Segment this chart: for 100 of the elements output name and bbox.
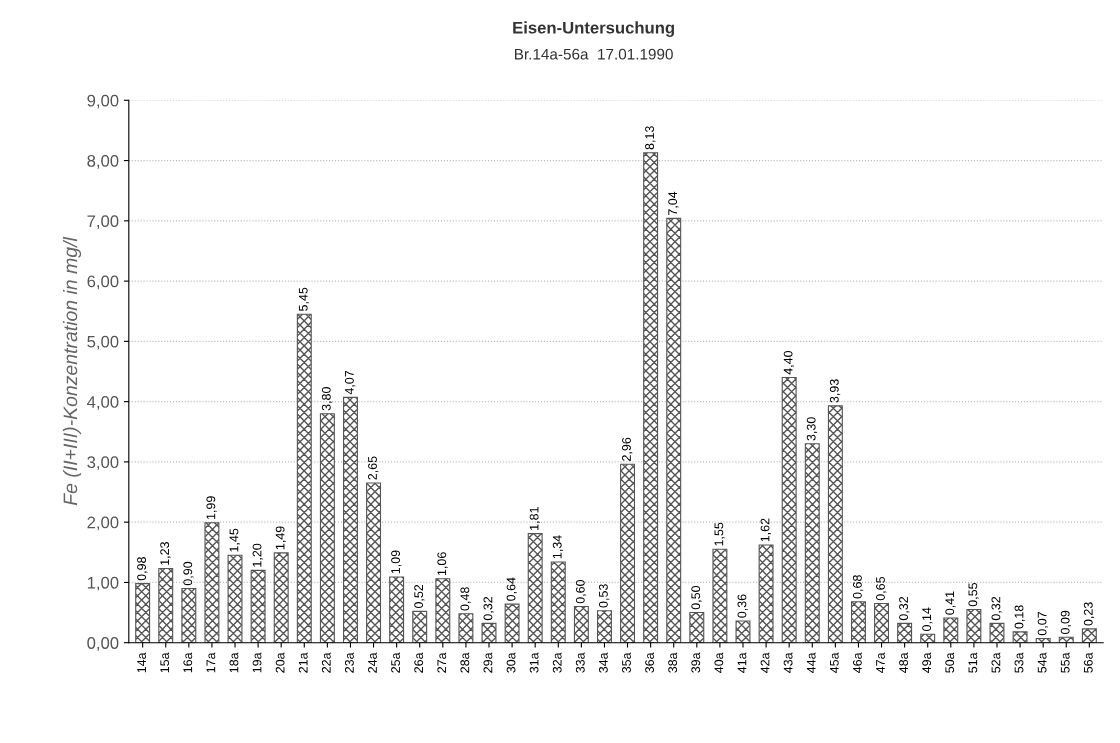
bar [897, 622, 913, 643]
bar [435, 578, 451, 643]
bar [712, 548, 728, 643]
data-label: 0,41 [945, 591, 956, 615]
x-tick-label: 25a [391, 652, 400, 673]
bar [181, 587, 197, 643]
x-tick-label: 22a [321, 652, 331, 673]
x-tick-label: 54a [1037, 652, 1047, 673]
x-tick-label: 23a [344, 652, 354, 673]
bar [250, 569, 266, 643]
bar [643, 152, 659, 643]
x-tick-label: 50a [945, 652, 955, 673]
data-label: 4,07 [344, 370, 356, 395]
data-label: 1,55 [714, 522, 725, 546]
bar [989, 622, 1005, 643]
x-tick-label: 40a [714, 652, 724, 673]
data-label: 0,52 [414, 584, 425, 609]
data-label: 0,07 [1037, 612, 1048, 636]
data-label: 0,50 [691, 585, 702, 610]
y-tick-label: 3,00 [87, 456, 119, 471]
x-tick-label: 34a [598, 652, 608, 673]
bar [966, 608, 982, 643]
x-tick-label: 42a [760, 652, 770, 673]
bar [1012, 631, 1028, 643]
data-label: 0,09 [1060, 610, 1072, 635]
x-tick-label: 33a [575, 652, 585, 673]
data-label: 0,36 [737, 594, 748, 618]
data-label: 5,45 [298, 287, 310, 311]
x-tick-label: 21a [298, 652, 308, 673]
data-label: 3,30 [806, 417, 818, 441]
data-label: 7,04 [668, 191, 679, 216]
data-label: 0,23 [1083, 602, 1095, 626]
bar [412, 610, 428, 643]
data-label: 0,64 [506, 577, 517, 601]
y-tick-label: 5,00 [87, 335, 119, 350]
bar [596, 610, 612, 643]
bar [527, 533, 543, 643]
x-tick-label: 47a [876, 652, 885, 673]
x-tick-label: 55a [1060, 652, 1070, 673]
x-tick-label: 24a [368, 652, 377, 673]
y-tick-label: 6,00 [87, 275, 119, 290]
bar [1081, 628, 1097, 643]
bar [135, 583, 151, 643]
data-label: 1,62 [760, 518, 771, 542]
bar [920, 633, 936, 643]
x-tick-label: 20a [275, 652, 285, 673]
x-tick-label: 46a [852, 652, 862, 673]
x-tick-label: 18a [229, 652, 239, 673]
bar [481, 622, 497, 643]
bar [781, 376, 797, 643]
x-tick-label: 30a [506, 652, 516, 673]
x-tick-label: 35a [622, 652, 631, 673]
y-axis-title: Fe (II+III)-Konzentration in mg/l [62, 236, 82, 506]
bar [827, 405, 843, 643]
data-label: 0,60 [575, 579, 587, 604]
bar [319, 413, 335, 643]
bar [158, 568, 174, 643]
x-tick-label: 52a [991, 652, 1001, 673]
x-tick-label: 19a [252, 652, 262, 673]
bar [504, 603, 520, 643]
bar [758, 544, 774, 643]
data-label: 1,81 [529, 507, 541, 530]
data-label: 3,93 [829, 379, 841, 403]
data-label: 2,96 [622, 437, 633, 461]
x-tick-label: 32a [552, 652, 562, 673]
chart-subtitle: Br.14a-56a 17.01.1990 [515, 48, 673, 60]
y-tick-label: 1,00 [87, 576, 119, 591]
chart-title: Eisen-Untersuchung [513, 21, 674, 37]
data-label: 0,98 [137, 557, 148, 581]
x-tick-label: 56a [1083, 652, 1093, 673]
data-label: 1,09 [391, 550, 402, 574]
x-tick-label: 26a [414, 652, 424, 673]
data-label: 0,53 [598, 584, 610, 608]
data-label: 1,20 [252, 543, 263, 567]
data-label: 0,32 [483, 596, 494, 621]
bar [204, 522, 220, 643]
x-tick-label: 28a [460, 652, 470, 673]
x-tick-label: 29a [483, 652, 493, 673]
x-tick-label: 15a [160, 652, 170, 673]
bar [620, 463, 636, 643]
bar [389, 576, 405, 643]
data-label: 1,06 [437, 552, 448, 576]
bar [943, 617, 959, 643]
x-tick-label: 38a [668, 652, 678, 673]
y-tick-label: 0,00 [87, 637, 119, 651]
bar [458, 613, 474, 643]
data-label: 0,32 [899, 596, 910, 621]
x-tick-label: 53a [1014, 652, 1024, 673]
bar [573, 605, 589, 643]
x-tick-label: 51a [968, 652, 978, 673]
data-label: 1,99 [206, 496, 217, 520]
data-label: 4,40 [783, 350, 795, 375]
y-tick-label: 9,00 [87, 94, 119, 109]
x-tick-label: 48a [899, 652, 908, 673]
x-tick-label: 45a [829, 652, 839, 673]
data-label: 0,90 [183, 561, 194, 586]
bar [366, 482, 382, 643]
x-tick-label: 27a [437, 652, 447, 673]
data-label: 1,49 [275, 526, 287, 550]
data-label: 1,45 [229, 528, 240, 552]
